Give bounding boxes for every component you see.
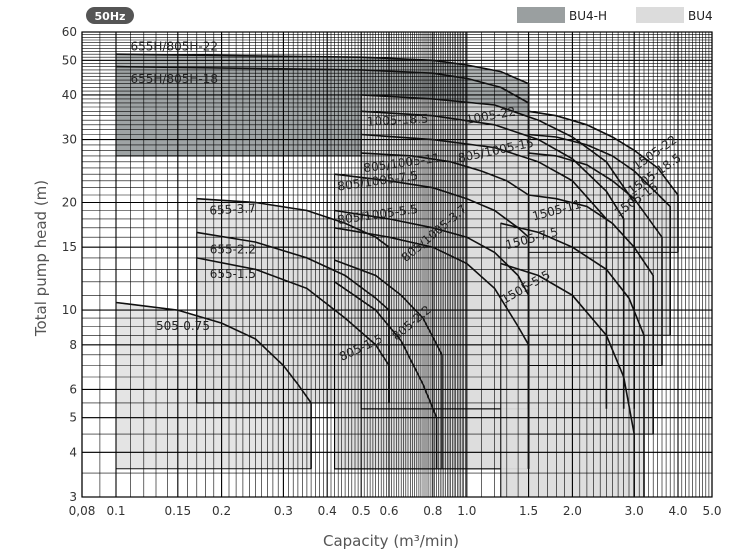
frequency-badge-pill — [86, 7, 134, 24]
x-tick-label: 4.0 — [668, 504, 687, 518]
y-tick-label: 60 — [62, 25, 77, 39]
x-tick-label: 0.15 — [164, 504, 191, 518]
curve-805-1005-3-7 — [334, 227, 530, 469]
curve-label-505-0-75: 505-0.75 — [156, 319, 210, 333]
curve-1505-11 — [528, 194, 654, 435]
y-axis-label: Total pump head (m) — [32, 180, 50, 337]
curve-1505-5-5 — [500, 262, 635, 497]
frequency-badge: 50Hz — [86, 7, 134, 24]
curve-805-1-5 — [334, 281, 438, 469]
curve-505-0-75 — [115, 301, 312, 469]
curve-label-655h-805h-22: 655H/805H-22 — [131, 40, 219, 54]
x-tick-label: 0.5 — [352, 504, 371, 518]
curve-805-2-2 — [334, 259, 443, 469]
y-tick-label: 10 — [62, 303, 77, 317]
legend-swatch-bu4h — [517, 7, 565, 23]
x-tick-label: 1.0 — [457, 504, 476, 518]
legend: BU4-H BU4 — [517, 7, 713, 23]
y-tick-label: 3 — [69, 490, 77, 504]
curve-label-1005-18-5: 1005-18.5 — [367, 111, 429, 128]
curve-label-655-3-7: 655-3.7 — [209, 201, 256, 217]
y-tick-labels: 3 4 5 6 8 10 15 20 30 40 50 60 — [62, 25, 77, 504]
curve-label-655-2-2: 655-2.2 — [210, 243, 256, 257]
curve-655-3-7 — [196, 197, 390, 403]
x-tick-label: 5.0 — [702, 504, 721, 518]
pump-curves — [115, 53, 679, 497]
x-tick-label: 0.3 — [274, 504, 293, 518]
y-tick-label: 20 — [62, 196, 77, 210]
x-tick-label: 3.0 — [625, 504, 644, 518]
curve-1505-7-5 — [500, 222, 645, 497]
x-tick-label: 0.6 — [379, 504, 398, 518]
y-tick-label: 30 — [62, 133, 77, 147]
curve-label-655h-805h-18: 655H/805H-18 — [131, 72, 219, 86]
x-tick-label: 0,08 — [69, 504, 96, 518]
curve-655h-805h-22 — [115, 53, 530, 156]
x-axis-label: Capacity (m³/min) — [323, 532, 459, 550]
y-tick-label: 8 — [69, 338, 77, 352]
x-tick-label: 0.4 — [318, 504, 337, 518]
legend-label-bu4h: BU4-H — [569, 9, 607, 23]
x-tick-label: 2.0 — [563, 504, 582, 518]
curve-1005-18-5 — [361, 110, 625, 409]
curve-1505-15 — [528, 152, 663, 366]
y-tick-label: 40 — [62, 88, 77, 102]
curve-1505-22 — [528, 110, 679, 253]
x-tick-label: 0.8 — [423, 504, 442, 518]
frequency-badge-text: 50Hz — [95, 10, 126, 23]
y-tick-label: 4 — [69, 445, 77, 459]
x-tick-label: 0.2 — [212, 504, 231, 518]
legend-swatch-bu4 — [636, 7, 684, 23]
y-tick-label: 5 — [69, 411, 77, 425]
y-tick-label: 50 — [62, 53, 77, 67]
y-tick-label: 6 — [69, 382, 77, 396]
curve-1505-18-5 — [528, 133, 671, 336]
curve-805-1005-5-5 — [334, 209, 530, 469]
y-tick-label: 15 — [62, 240, 77, 254]
x-tick-labels: 0,08 0.1 0.15 0.2 0.3 0.4 0.5 0.6 0.8 1.0 1.5 2.0 3.… — [69, 504, 722, 518]
legend-label-bu4: BU4 — [688, 9, 713, 23]
x-tick-label: 1.5 — [519, 504, 538, 518]
curve-label-655-1-5: 655-1.5 — [210, 267, 256, 281]
curve-805-1005-7-5 — [334, 173, 530, 469]
x-tick-label: 0.1 — [106, 504, 125, 518]
plot-frame — [81, 31, 713, 498]
